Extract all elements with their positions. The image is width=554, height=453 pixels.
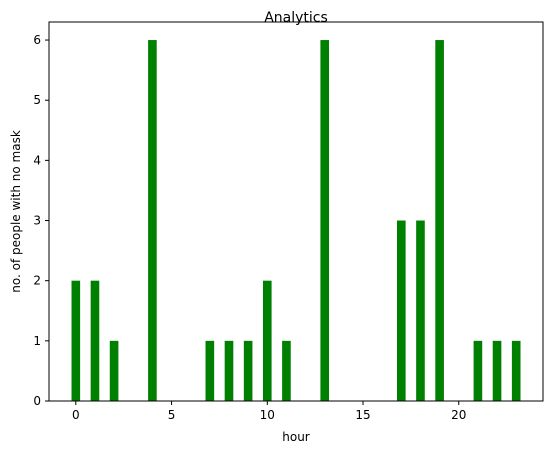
bar-hour-11 (282, 340, 291, 401)
bar-hour-13 (320, 40, 330, 402)
x-tick-label: 5 (168, 408, 176, 422)
bar-hour-17 (397, 220, 406, 401)
x-tick-label: 15 (355, 408, 370, 422)
y-tick-label: 4 (33, 153, 41, 167)
bar-hour-1 (90, 280, 100, 401)
y-tick-label: 6 (33, 33, 41, 47)
x-axis-ticks: 0 5 10 15 20 (72, 401, 466, 422)
bar-hour-4 (148, 40, 157, 402)
bar-hour-2 (109, 340, 119, 401)
bar-hour-0 (71, 280, 81, 401)
y-tick-label: 1 (33, 334, 41, 348)
bars-group (71, 40, 521, 402)
bar-hour-22 (492, 340, 502, 401)
y-axis-ticks: 0 1 2 3 4 5 6 (33, 33, 49, 408)
bar-hour-21 (473, 340, 483, 401)
bar-hour-19 (435, 40, 444, 402)
plot-frame (48, 21, 544, 402)
y-tick-label: 0 (33, 394, 41, 408)
bar-hour-18 (416, 220, 425, 401)
y-tick-label: 3 (33, 214, 41, 228)
x-tick-label: 10 (260, 408, 275, 422)
y-tick-label: 5 (33, 93, 41, 107)
x-tick-label: 20 (451, 408, 466, 422)
bar-hour-10 (262, 280, 272, 401)
bar-hour-8 (224, 340, 234, 401)
chart-title: Analytics (264, 10, 328, 26)
y-axis-label: no. of people with no mask (9, 130, 23, 293)
bar-hour-7 (205, 340, 215, 401)
bar-hour-23 (511, 340, 521, 401)
x-axis-label: hour (282, 430, 310, 444)
y-tick-label: 2 (33, 274, 41, 288)
bar-hour-9 (243, 340, 253, 401)
x-tick-label: 0 (72, 408, 80, 422)
